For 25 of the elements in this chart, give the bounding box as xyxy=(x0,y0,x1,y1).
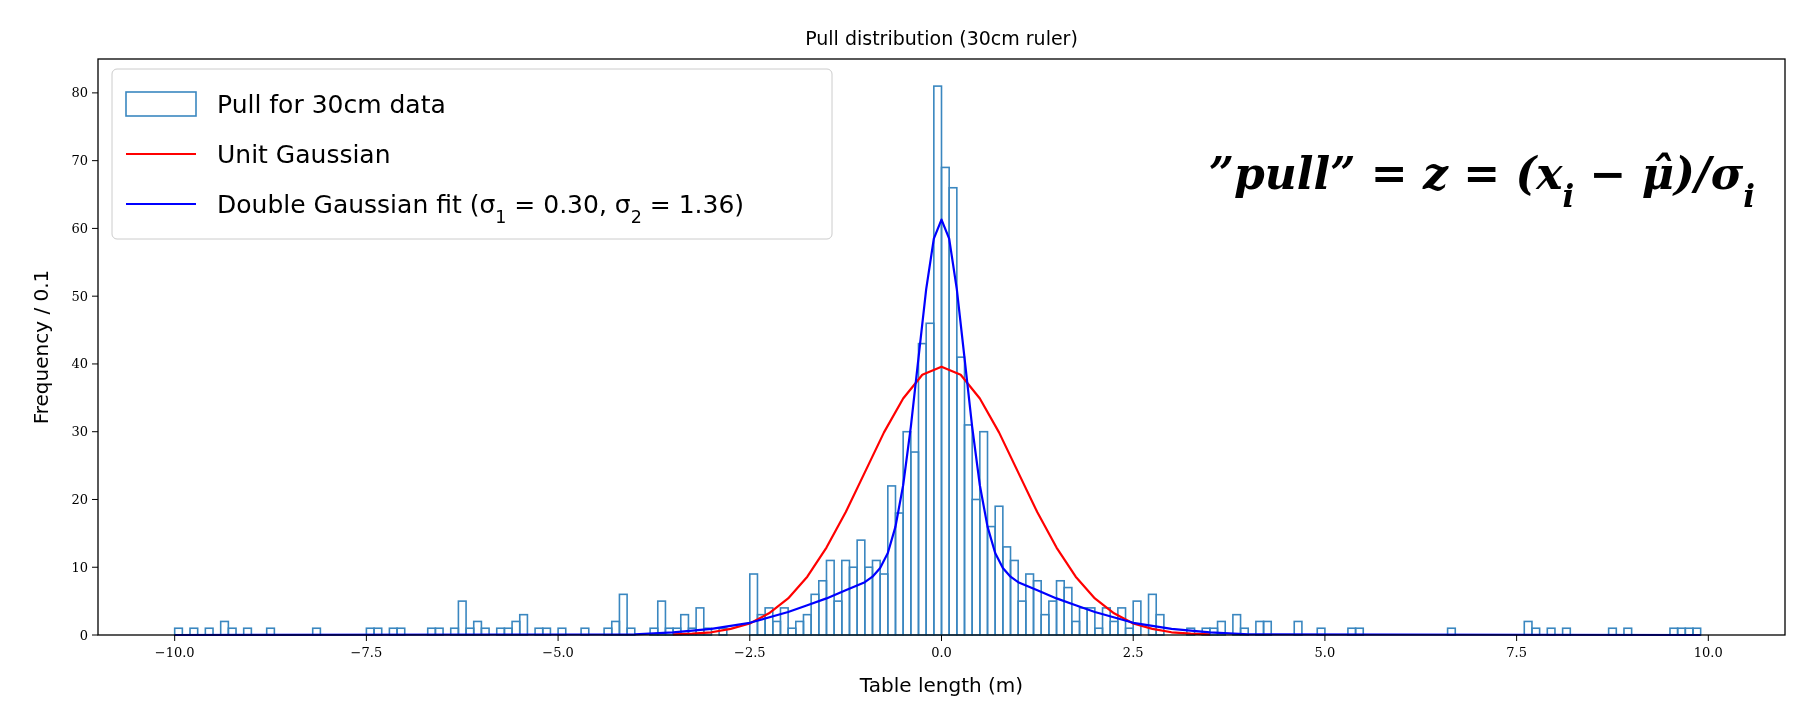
x-tick-label: −10.0 xyxy=(154,645,195,660)
x-tick-label: −7.5 xyxy=(350,645,383,660)
y-tick-label: 40 xyxy=(71,356,88,372)
y-tick-label: 80 xyxy=(71,85,88,101)
y-tick-label: 70 xyxy=(71,153,88,169)
y-tick-label: 30 xyxy=(71,424,88,440)
x-axis-title: Table length (m) xyxy=(858,673,1024,697)
x-tick-label: −5.0 xyxy=(542,645,574,660)
x-tick-label: 5.0 xyxy=(1314,645,1336,660)
y-axis-title: Frequency / 0.1 xyxy=(29,269,53,425)
y-tick-label: 50 xyxy=(71,288,88,304)
x-tick-label: 2.5 xyxy=(1122,645,1144,660)
y-tick-label: 0 xyxy=(79,627,88,643)
y-tick-label: 60 xyxy=(71,220,88,236)
annotation: ”pull” = z = (x$_{i}$ − μ̂)/σ$_{i}$ xyxy=(1208,148,1755,214)
legend-label: Double Gaussian fit (σ$_{1}$ = 0.30, σ$_{2}$ = 1.36) xyxy=(217,190,745,227)
x-tick-label: 0.0 xyxy=(931,645,952,660)
legend-label: Unit Gaussian xyxy=(217,140,391,169)
x-tick-label: 7.5 xyxy=(1506,645,1527,660)
legend-label: Pull for 30cm data xyxy=(217,90,446,119)
y-tick-label: 10 xyxy=(71,559,88,575)
x-tick-label: 10.0 xyxy=(1693,645,1723,660)
chart-title: Pull distribution (30cm ruler) xyxy=(805,27,1078,49)
y-tick-label: 20 xyxy=(71,491,88,507)
x-tick-label: −2.5 xyxy=(734,645,766,660)
